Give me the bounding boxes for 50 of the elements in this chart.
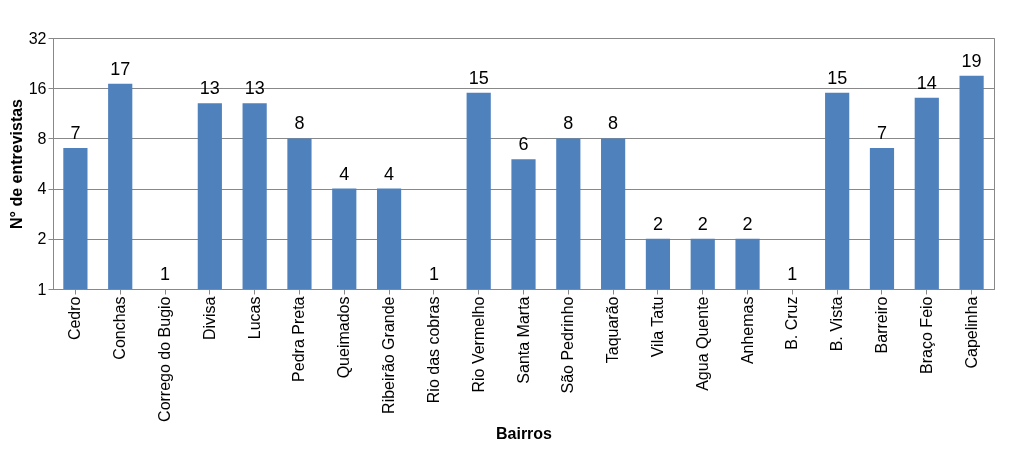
data-label: 15: [827, 67, 848, 88]
x-tick-label: B. Vista: [828, 296, 846, 352]
y-tick-label: 1: [37, 280, 47, 298]
data-label: 2: [652, 213, 663, 234]
x-tick-label: Anhemas: [738, 296, 756, 365]
data-label: 17: [110, 58, 131, 79]
x-tick-label: Cedro: [66, 296, 84, 341]
data-label: 2: [742, 213, 753, 234]
x-tick-label: Lucas: [245, 296, 263, 340]
data-label: 1: [428, 264, 439, 284]
data-label: 15: [468, 67, 489, 88]
x-tick-label: Vila Tatu: [648, 296, 666, 358]
x-tick-label: Taquarão: [604, 296, 622, 364]
data-label: 1: [160, 264, 171, 284]
x-tick-label: Agua Quente: [693, 296, 711, 391]
x-tick-label: Santa Marta: [514, 296, 532, 384]
x-tick-label: Conchas: [111, 296, 129, 360]
data-label: 14: [916, 72, 937, 93]
data-label: 8: [608, 113, 619, 134]
data-label: 4: [384, 163, 395, 184]
x-tick-label: Capelinha: [962, 296, 980, 369]
y-tick-label: 32: [28, 29, 47, 47]
data-label: 8: [563, 113, 574, 134]
data-label: 4: [339, 163, 350, 184]
data-label: 19: [961, 50, 982, 71]
data-label: 7: [70, 123, 81, 144]
x-tick-label: São Pedrinho: [559, 296, 577, 394]
x-tick-label: Ribeirão Grande: [380, 296, 398, 414]
x-axis-title: Bairros: [495, 424, 553, 442]
x-tick-label: Braço Feio: [917, 296, 935, 374]
x-tick-label: Pedra Preta: [290, 296, 308, 382]
x-tick-label: Rio Vermelho: [469, 296, 487, 393]
y-tick-label: 4: [37, 180, 47, 198]
x-tick-label: B. Cruz: [783, 296, 801, 350]
data-label: 8: [294, 113, 305, 134]
y-tick-label: 8: [37, 129, 47, 147]
data-label: 13: [244, 78, 265, 99]
data-label: 7: [876, 123, 887, 144]
x-tick-label: Queimados: [335, 296, 353, 379]
x-tick-label: Corrego do Bugio: [156, 296, 174, 422]
data-label: 2: [697, 213, 708, 234]
x-tick-label: Rio das cobras: [424, 296, 442, 404]
y-axis-title: N° de entrevistas: [7, 98, 25, 230]
x-tick-label: Divisa: [200, 296, 218, 341]
y-tick-label: 16: [28, 79, 47, 97]
data-label: 6: [518, 134, 529, 155]
data-label: 1: [787, 264, 798, 284]
x-tick-label: Barreiro: [872, 296, 890, 354]
data-label: 13: [199, 78, 220, 99]
y-tick-label: 2: [37, 230, 47, 248]
